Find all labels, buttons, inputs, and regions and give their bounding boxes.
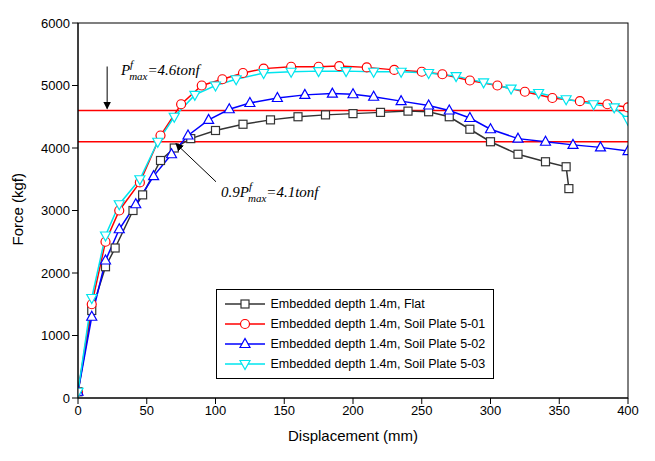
svg-text:4000: 4000 (41, 141, 70, 156)
html-text:Embedded depth 1.4m, Soil Plat: Embedded depth 1.4m, Soil Plate 5-03 (270, 357, 486, 372)
svg-text:1000: 1000 (41, 328, 70, 343)
svg-text:350: 350 (548, 403, 570, 418)
svg-text:0: 0 (74, 403, 81, 418)
svg-text:50: 50 (140, 403, 154, 418)
svg-text:2000: 2000 (41, 266, 70, 281)
svg-text:3000: 3000 (41, 203, 70, 218)
svg-text:Pfmax=4.6tonf: Pfmax=4.6tonf (120, 58, 202, 82)
svg-text:Force (kgf): Force (kgf) (9, 173, 26, 246)
html-text:Embedded depth 1.4m, Soil Plat: Embedded depth 1.4m, Soil Plate 5-01 (270, 317, 486, 332)
svg-text:150: 150 (273, 403, 295, 418)
svg-text:5000: 5000 (41, 78, 70, 93)
svg-text:250: 250 (411, 403, 433, 418)
svg-text:100: 100 (205, 403, 227, 418)
html-text:Embedded depth 1.4m, Flat: Embedded depth 1.4m, Flat (270, 297, 425, 312)
svg-text:6000: 6000 (41, 16, 70, 31)
svg-text:0.9Pfmax=4.1tonf: 0.9Pfmax=4.1tonf (221, 180, 320, 204)
svg-text:200: 200 (342, 403, 364, 418)
svg-text:Displacement (mm): Displacement (mm) (288, 427, 418, 444)
html-text:Embedded depth 1.4m, Soil Plat: Embedded depth 1.4m, Soil Plate 5-02 (270, 337, 486, 352)
svg-text:0: 0 (63, 391, 70, 406)
svg-text:400: 400 (617, 403, 639, 418)
svg-text:300: 300 (480, 403, 502, 418)
